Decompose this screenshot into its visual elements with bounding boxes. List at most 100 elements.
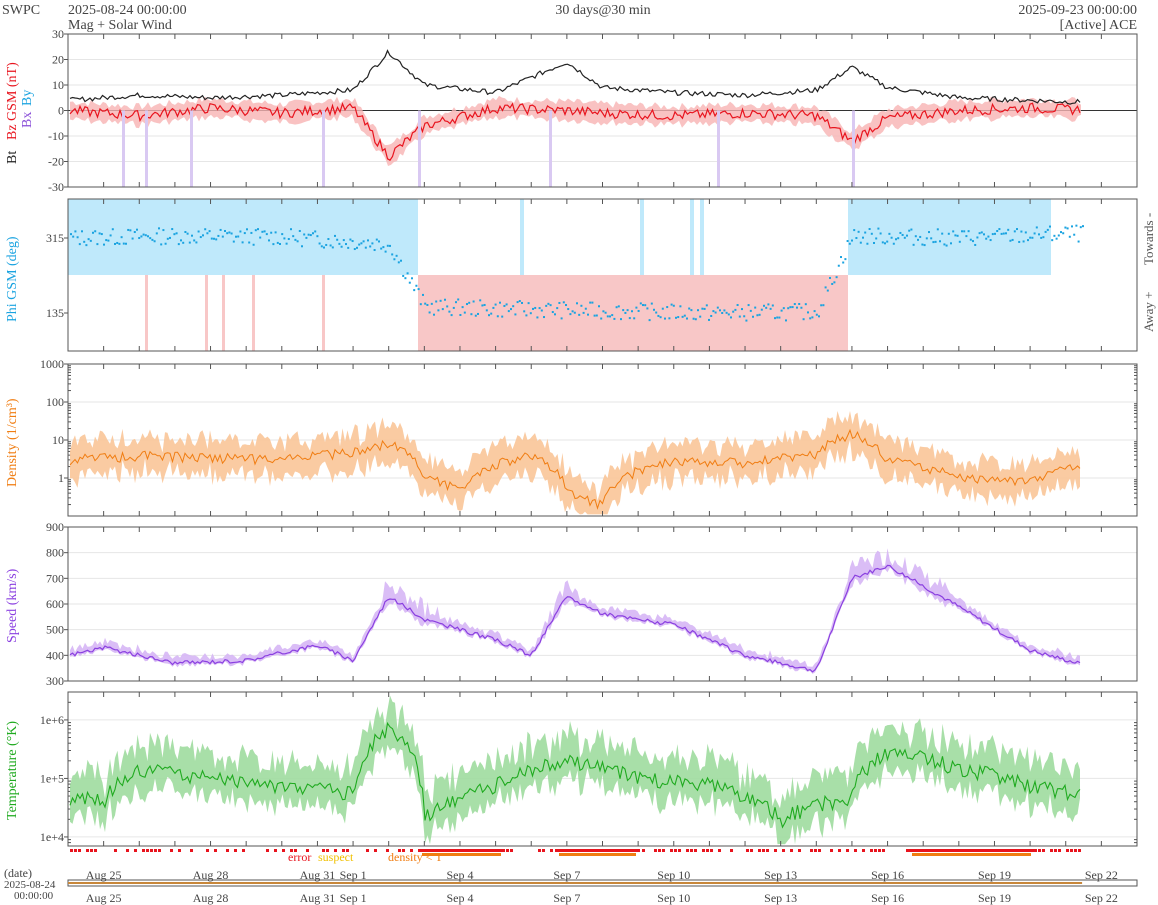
phi-point bbox=[571, 310, 574, 313]
phi-point bbox=[380, 247, 383, 250]
phi-point bbox=[1033, 232, 1036, 235]
flag-error bbox=[146, 849, 149, 852]
date-tick-label-bottom: Sep 13 bbox=[764, 891, 797, 905]
phi-point bbox=[164, 242, 167, 245]
speed-ytick-label: 400 bbox=[46, 648, 64, 662]
phi-point bbox=[1060, 231, 1062, 234]
phi-point bbox=[89, 239, 92, 242]
phi-point bbox=[699, 315, 702, 318]
flag-error bbox=[322, 849, 325, 852]
flag-error bbox=[274, 849, 277, 852]
phi-point bbox=[892, 242, 895, 245]
phi-point bbox=[558, 301, 561, 304]
speed-panel: 900 800 700 600 500 400 300 bbox=[46, 520, 1138, 688]
phi-point bbox=[428, 311, 431, 314]
phi-point bbox=[292, 235, 295, 238]
phi-point bbox=[378, 240, 380, 243]
phi-point bbox=[840, 256, 842, 259]
phi-point bbox=[318, 242, 321, 245]
away-label: Away + bbox=[1141, 292, 1156, 332]
phi-point bbox=[727, 313, 730, 316]
bx-spike bbox=[322, 110, 325, 187]
phi-point bbox=[74, 230, 77, 233]
phi-point bbox=[521, 301, 523, 304]
flag-error bbox=[658, 849, 661, 852]
phi-point bbox=[182, 241, 185, 244]
phi-point bbox=[580, 304, 583, 307]
phi-point bbox=[210, 237, 213, 240]
phi-point bbox=[204, 228, 207, 231]
phi-point bbox=[120, 236, 123, 239]
phi-point bbox=[173, 233, 176, 236]
phi-point bbox=[705, 304, 708, 307]
phi-point bbox=[736, 304, 739, 307]
phi-point bbox=[886, 240, 889, 243]
phi-point bbox=[338, 242, 341, 245]
flag-error bbox=[706, 849, 709, 852]
phi-point bbox=[367, 239, 369, 242]
phi-point bbox=[815, 313, 818, 316]
speed-ytick-label: 700 bbox=[46, 571, 64, 585]
phi-point bbox=[758, 313, 761, 316]
date-tick-label-bottom: Sep 7 bbox=[553, 891, 580, 905]
phi-point bbox=[906, 234, 908, 237]
flag-error bbox=[718, 849, 721, 852]
phi-point bbox=[903, 236, 906, 239]
flag-error bbox=[542, 849, 545, 852]
phi-point bbox=[140, 235, 143, 238]
phi-point bbox=[490, 312, 493, 315]
density-series-line bbox=[69, 428, 1081, 510]
phi-point bbox=[186, 232, 189, 235]
phi-point bbox=[188, 241, 191, 244]
phi-point bbox=[534, 306, 537, 309]
subtitle-label: Mag + Solar Wind bbox=[68, 18, 172, 33]
phi-point bbox=[611, 314, 614, 317]
bt-axis-label: Bt bbox=[5, 151, 20, 164]
phi-point bbox=[307, 233, 310, 236]
phi-point bbox=[444, 298, 446, 301]
flag-error bbox=[94, 849, 97, 852]
phi-point bbox=[334, 234, 336, 237]
phi-point bbox=[191, 234, 193, 237]
span-label: 30 days@30 min bbox=[555, 3, 650, 18]
date-tick-label-bottom: Sep 4 bbox=[446, 891, 473, 905]
phi-point bbox=[518, 300, 521, 303]
phi-point bbox=[547, 302, 550, 305]
flag-error bbox=[1078, 849, 1081, 852]
phi-point bbox=[384, 250, 387, 253]
phi-point bbox=[360, 242, 363, 245]
flag-error bbox=[906, 849, 909, 852]
phi-point bbox=[835, 276, 838, 279]
phi-point bbox=[994, 232, 996, 235]
flag-error bbox=[862, 849, 865, 852]
phi-point bbox=[600, 317, 603, 320]
phi-point bbox=[265, 233, 268, 236]
phi-point bbox=[446, 305, 449, 308]
phi-point bbox=[331, 246, 334, 249]
phi-point bbox=[107, 239, 110, 242]
mag-ytick-label: 0 bbox=[58, 104, 64, 118]
flag-error bbox=[810, 849, 813, 852]
phi-point bbox=[668, 317, 671, 320]
phi-point bbox=[1053, 234, 1056, 237]
phi-point bbox=[92, 231, 94, 234]
phi-point bbox=[582, 311, 585, 314]
phi-point bbox=[745, 319, 748, 322]
density-axis-label: Density (1/cm³) bbox=[5, 398, 20, 487]
flag-error bbox=[746, 849, 749, 852]
phi-point bbox=[474, 314, 477, 317]
phi-point bbox=[591, 301, 594, 304]
phi-point bbox=[969, 238, 972, 241]
phi-point bbox=[408, 281, 411, 284]
flag-error bbox=[398, 849, 401, 852]
date-tick-label-top: Sep 16 bbox=[871, 868, 904, 882]
phi-point bbox=[461, 306, 464, 309]
phi-point bbox=[219, 228, 222, 231]
date-tick-label-bottom: Aug 28 bbox=[193, 891, 229, 905]
temperature-panel: 1e+6 1e+5 1e+4 bbox=[40, 691, 1138, 847]
bz-series-line bbox=[69, 102, 1081, 161]
phi-point bbox=[954, 234, 957, 237]
bx-spike bbox=[122, 110, 125, 187]
phi-point bbox=[336, 238, 339, 241]
phi-point bbox=[298, 229, 301, 232]
